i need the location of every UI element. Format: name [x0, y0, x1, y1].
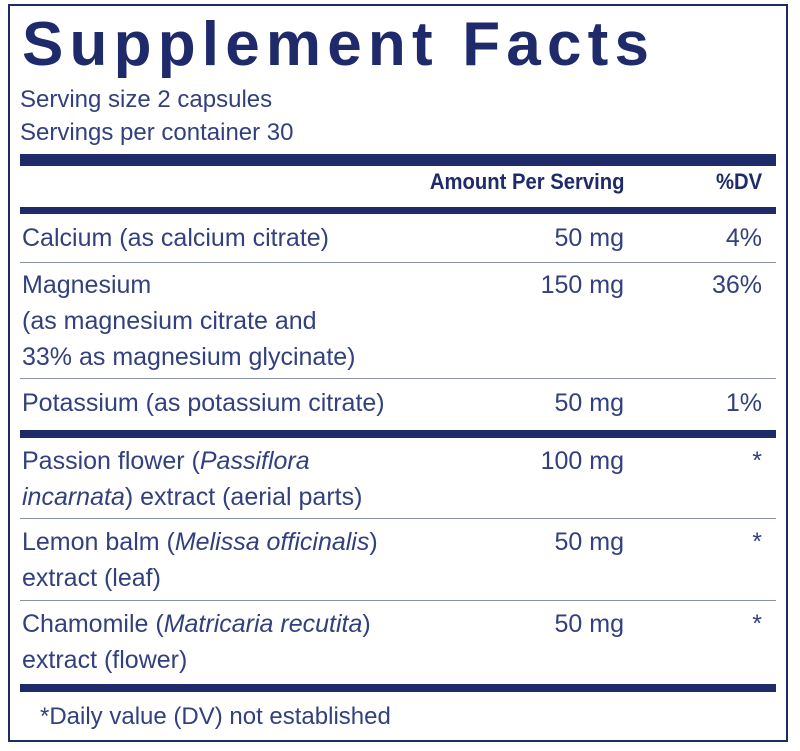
row-potassium-name: Potassium (as potassium citrate)	[22, 389, 385, 417]
row-lemon-balm-amount: 50 mg	[554, 528, 624, 556]
row-passion-flower-detail: incarnata) extract (aerial parts)	[22, 483, 363, 511]
row-calcium-name: Calcium (as calcium citrate)	[22, 224, 330, 252]
row-divider	[20, 262, 776, 263]
row-magnesium-detail-2: 33% as magnesium glycinate)	[22, 343, 356, 371]
thick-divider-botanicals	[20, 430, 776, 438]
row-calcium-dv: 4%	[725, 224, 762, 252]
row-divider	[20, 600, 776, 601]
row-passion-flower-dv: *	[752, 447, 762, 475]
row-passion-flower-name: Passion flower (Passiflora	[22, 447, 310, 475]
row-calcium-amount: 50 mg	[554, 224, 624, 252]
row-magnesium-dv: 36%	[711, 271, 762, 299]
row-divider	[20, 378, 776, 379]
row-potassium-amount: 50 mg	[554, 389, 624, 417]
row-magnesium-amount: 150 mg	[540, 271, 624, 299]
row-chamomile-name: Chamomile (Matricaria recutita)	[22, 610, 371, 638]
row-passion-flower-amount: 100 mg	[540, 447, 624, 475]
row-lemon-balm-detail: extract (leaf)	[22, 564, 161, 592]
row-divider	[20, 518, 776, 519]
footnote: *Daily value (DV) not established	[40, 703, 391, 730]
row-magnesium-name: Magnesium	[22, 271, 152, 299]
row-potassium-dv: 1%	[725, 389, 762, 417]
thick-divider-top	[20, 154, 776, 166]
row-magnesium-detail-1: (as magnesium citrate and	[22, 307, 317, 335]
row-lemon-balm-dv: *	[752, 528, 762, 556]
serving-size: Serving size 2 capsules	[20, 86, 273, 113]
row-chamomile-detail: extract (flower)	[22, 646, 188, 674]
servings-per-container: Servings per container 30	[20, 119, 294, 146]
row-chamomile-dv: *	[752, 610, 762, 638]
header-amount-per-serving: Amount Per Serving	[429, 169, 624, 194]
header-dv: %DV	[715, 169, 762, 194]
row-chamomile-amount: 50 mg	[554, 610, 624, 638]
thick-divider-header	[20, 207, 776, 214]
thick-divider-bottom	[20, 684, 776, 692]
supplement-facts-panel: Supplement Facts Serving size 2 capsules…	[8, 4, 788, 742]
panel-title: Supplement Facts	[22, 10, 656, 79]
row-lemon-balm-name: Lemon balm (Melissa officinalis)	[22, 528, 378, 556]
